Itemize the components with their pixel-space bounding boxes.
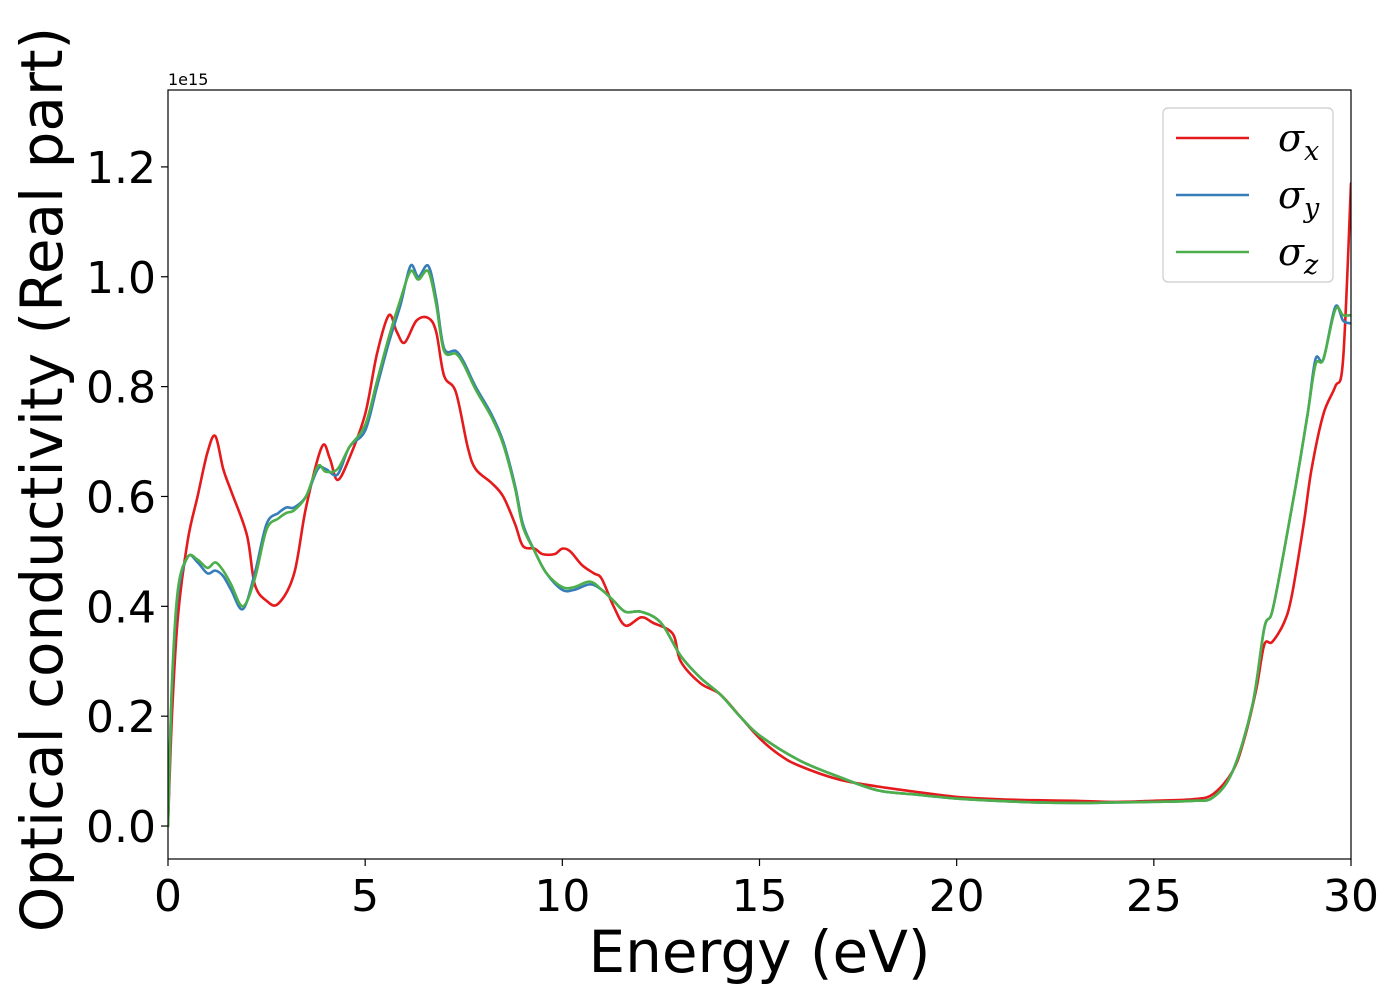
- x-tick-label: 30: [1323, 871, 1379, 922]
- plot-area: [167, 89, 1352, 860]
- y-tick-label: 0.2: [86, 692, 156, 743]
- legend: σx σy σz: [1162, 107, 1334, 283]
- legend-label-y: σy: [1278, 173, 1320, 224]
- x-tick-label: 25: [1126, 871, 1182, 922]
- series-line-z: [168, 269, 1351, 828]
- y-tick-label: 0.6: [86, 472, 156, 523]
- y-tick-label: 0.8: [86, 363, 156, 414]
- series-lines: [168, 182, 1351, 828]
- x-axis: 0 5 10 15 20 25 30: [154, 859, 1379, 922]
- legend-label-z: σz: [1278, 230, 1319, 281]
- x-tick-label: 10: [534, 871, 590, 922]
- y-tick-label: 1.2: [86, 143, 156, 194]
- x-tick-label: 20: [929, 871, 985, 922]
- y-axis-title: Optical conductivity (Real part): [8, 27, 76, 932]
- y-axis: 0.0 0.2 0.4 0.6 0.8 1.0 1.2: [86, 143, 168, 853]
- y-tick-label: 0.0: [86, 802, 156, 853]
- x-tick-label: 5: [351, 871, 379, 922]
- x-tick-label: 15: [732, 871, 788, 922]
- x-axis-title: Energy (eV): [588, 918, 930, 986]
- y-tick-label: 1.0: [86, 253, 156, 304]
- legend-label-x: σx: [1278, 116, 1319, 167]
- x-tick-label: 0: [154, 871, 182, 922]
- y-tick-label: 0.4: [86, 582, 156, 633]
- series-line-x: [168, 182, 1351, 828]
- y-offset-text: 1e15: [168, 70, 208, 89]
